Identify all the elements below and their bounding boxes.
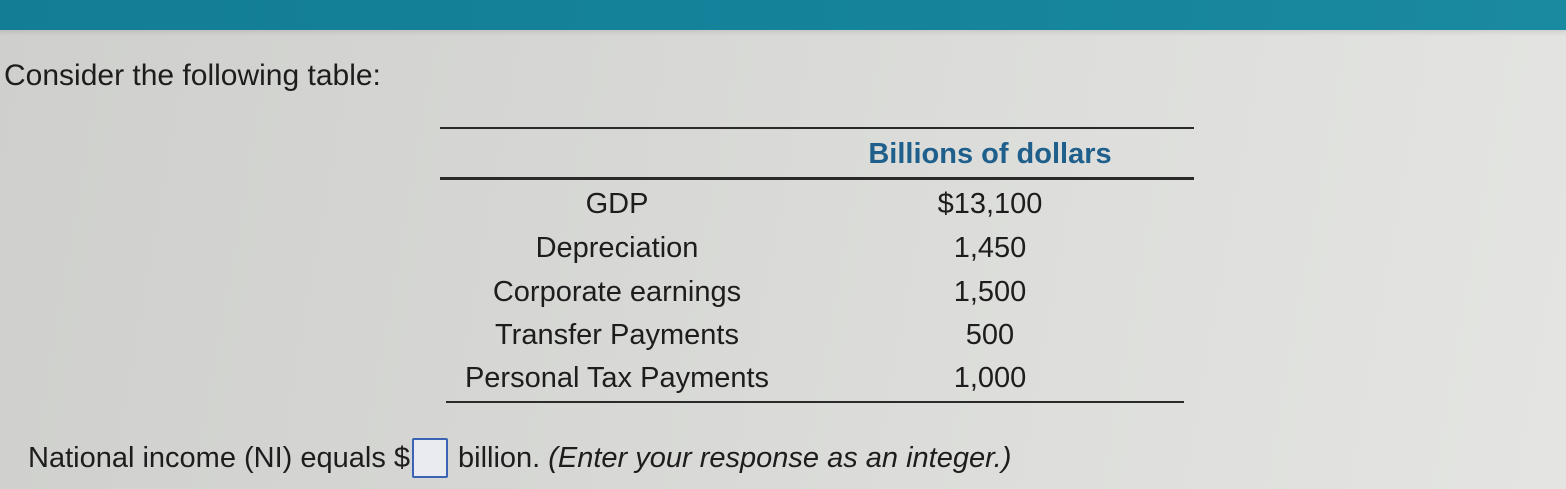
answer-hint: (Enter your response as an integer.) — [548, 442, 1012, 474]
table-row: GDP $13,100 — [440, 184, 1194, 228]
row-label: Depreciation — [535, 232, 699, 264]
row-value: 1,450 — [953, 232, 1027, 264]
row-label: Corporate earnings — [492, 276, 742, 308]
top-bar-shadow — [0, 30, 1566, 36]
answer-input[interactable] — [412, 438, 449, 478]
table-row: Personal Tax Payments 1,000 — [440, 358, 1194, 402]
row-label: Personal Tax Payments — [464, 362, 770, 394]
row-value: 500 — [965, 319, 1015, 351]
top-bar — [0, 0, 1566, 30]
question-prompt: Consider the following table: — [4, 59, 381, 92]
table-top-rule — [440, 127, 1194, 129]
row-value: $13,100 — [937, 188, 1043, 220]
row-label: GDP — [585, 188, 649, 220]
row-label: Transfer Payments — [495, 319, 739, 351]
answer-prefix: National income (NI) equals $ — [28, 442, 411, 474]
table-row: Corporate earnings 1,500 — [440, 272, 1194, 316]
table-header-rule — [440, 177, 1194, 180]
row-value: 1,500 — [953, 276, 1027, 308]
data-table: Billions of dollars GDP $13,100 Deprecia… — [440, 127, 1194, 407]
row-value: 1,000 — [953, 362, 1027, 394]
column-header-billions: Billions of dollars — [868, 138, 1112, 170]
table-bottom-rule — [446, 401, 1184, 403]
answer-suffix: billion. — [458, 442, 541, 474]
table-row: Depreciation 1,450 — [440, 228, 1194, 272]
table-row: Transfer Payments 500 — [440, 315, 1194, 359]
answer-sentence: National income (NI) equals $ billion. (… — [28, 434, 1011, 482]
